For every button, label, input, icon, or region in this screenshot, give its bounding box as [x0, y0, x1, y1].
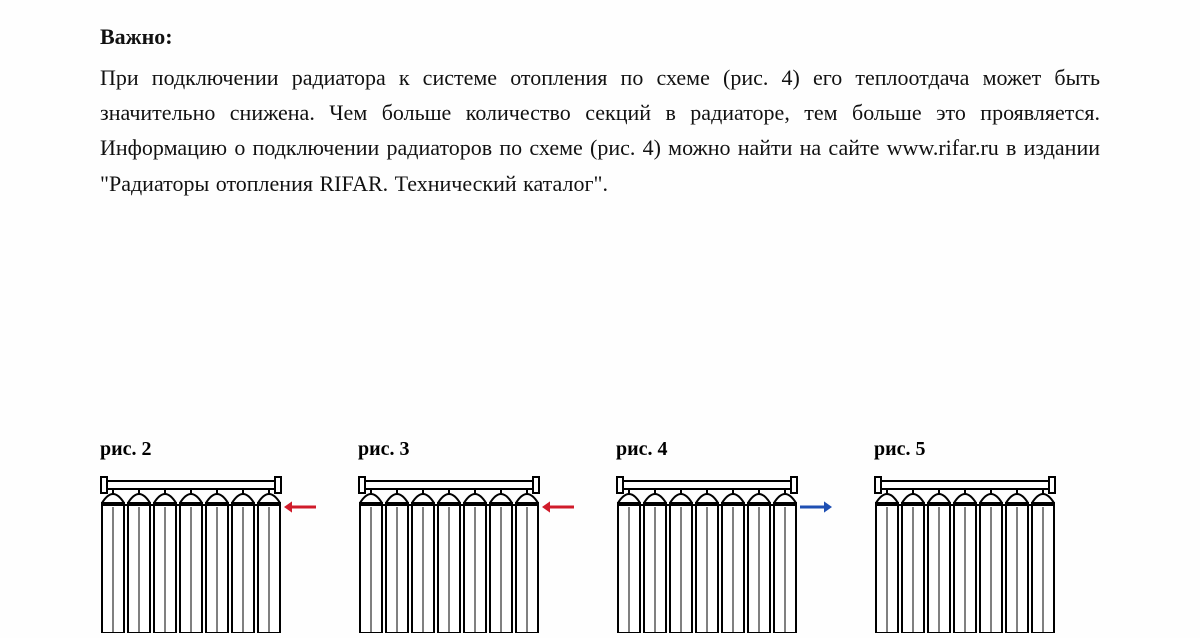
- figure-4: рис. 4: [616, 438, 842, 638]
- figure-2: рис. 2: [100, 438, 326, 638]
- important-heading: Важно:: [100, 24, 1100, 50]
- radiator-diagram: [100, 473, 326, 638]
- figure-label: рис. 3: [358, 438, 410, 461]
- important-body: При подключении радиатора к системе отоп…: [100, 60, 1100, 201]
- figure-label: рис. 5: [874, 438, 926, 461]
- radiator-diagram: [616, 473, 842, 638]
- radiator-diagram: [358, 473, 584, 638]
- radiator-diagram: [874, 473, 1100, 638]
- figure-3: рис. 3: [358, 438, 584, 638]
- figure-5: рис. 5: [874, 438, 1100, 638]
- figure-label: рис. 4: [616, 438, 668, 461]
- figure-label: рис. 2: [100, 438, 152, 461]
